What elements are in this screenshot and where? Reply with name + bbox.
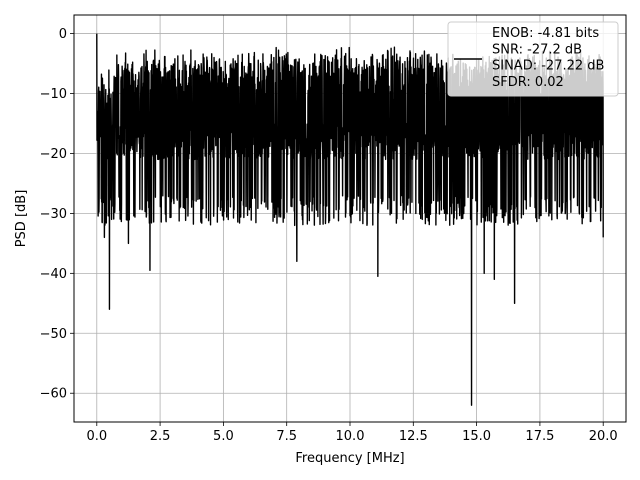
legend-label: ENOB: -4.81 bits [492,26,599,41]
x-tick-label: 20.0 [589,429,618,444]
psd-series [96,33,604,406]
x-tick-label: 2.5 [150,429,171,444]
legend-label: SINAD: -27.22 dB [492,59,604,74]
legend-label: SFDR: 0.02 [492,75,564,90]
x-tick-label: 0.0 [86,429,107,444]
legend-label: SNR: -27.2 dB [492,42,582,57]
psd-line [96,33,604,406]
x-tick-label: 17.5 [525,429,554,444]
y-tick-label: −40 [40,267,67,282]
legend-box [447,21,619,97]
y-tick-label: −10 [40,87,67,102]
x-tick-label: 15.0 [462,429,491,444]
y-axis-label: PSD [dB] [14,190,29,248]
x-tick-label: 7.5 [276,429,297,444]
y-axis-ticks: 0 −10 −20 −30 −40 −50 −60 [40,27,74,402]
y-tick-label: −20 [40,147,67,162]
x-tick-label: 5.0 [213,429,234,444]
x-tick-label: 10.0 [336,429,365,444]
y-tick-label: −30 [40,207,67,222]
y-tick-label: −50 [40,327,67,342]
x-axis-label: Frequency [MHz] [295,451,404,466]
x-tick-label: 12.5 [399,429,428,444]
y-tick-label: 0 [59,27,67,42]
x-axis-ticks: 0.0 2.5 5.0 7.5 10.0 12.5 15.0 17.5 20.0 [86,422,618,444]
y-tick-label: −60 [40,387,67,402]
